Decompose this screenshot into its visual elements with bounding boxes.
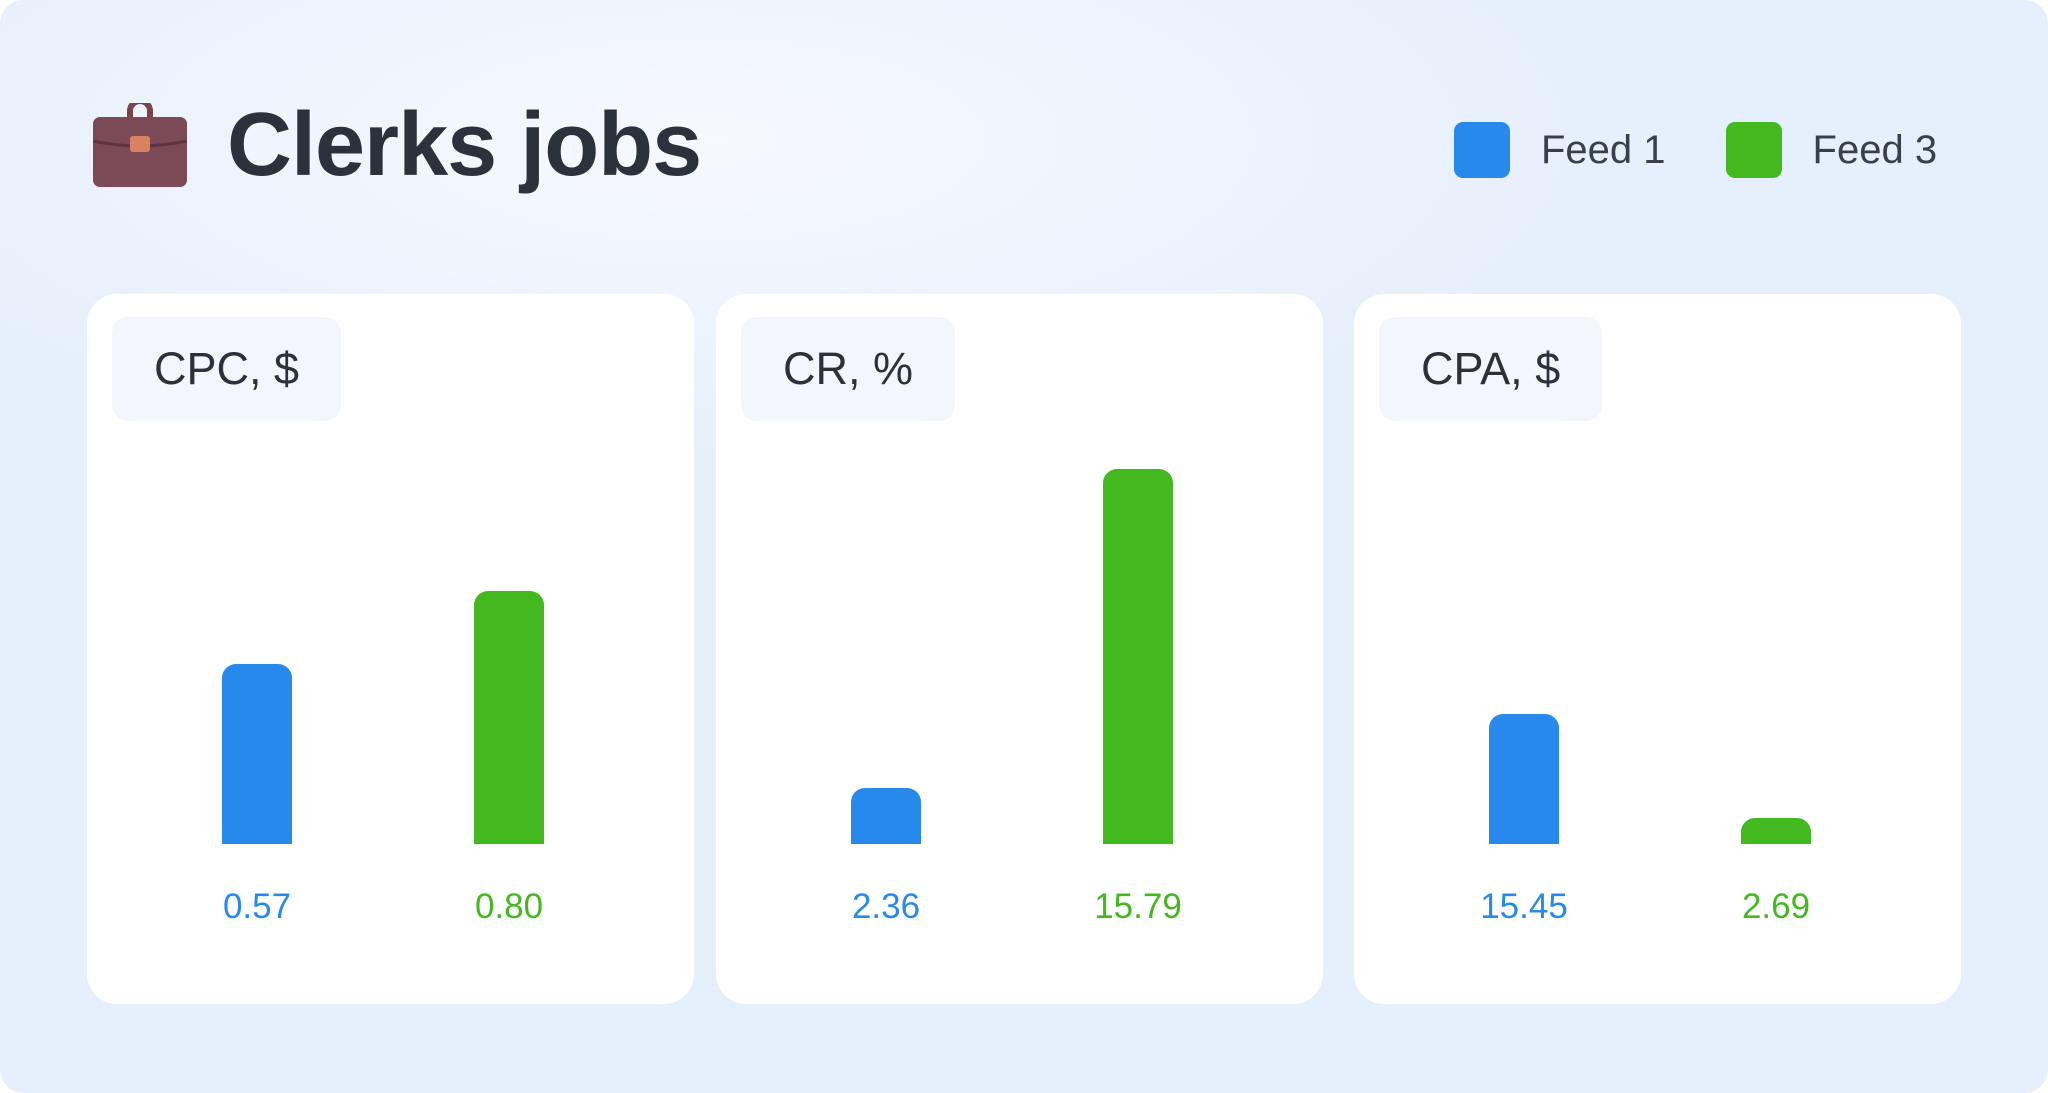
chart-card-cpa: CPA, $ 15.45 2.69 (1354, 294, 1961, 1004)
value-label: 0.57 (222, 887, 292, 926)
bar-cr-feed-3 (1103, 468, 1173, 844)
legend: Feed 1 Feed 3 (1454, 122, 1937, 178)
value-label: 15.45 (1480, 887, 1568, 926)
legend-label: Feed 3 (1812, 127, 1938, 172)
bar-cpa-feed-3 (1741, 818, 1811, 844)
value-label: 2.69 (1741, 887, 1811, 926)
chart-title: CPC, $ (112, 317, 342, 421)
chart-card-cpc: CPC, $ 0.57 0.80 (87, 294, 694, 1004)
chart-title: CPA, $ (1379, 317, 1603, 421)
legend-item-feed-3: Feed 3 (1725, 122, 1938, 178)
briefcase-icon (93, 103, 187, 187)
chart-title: CR, % (741, 317, 956, 421)
legend-swatch (1725, 122, 1782, 178)
chart-card-cr: CR, % 2.36 15.79 (716, 294, 1323, 1004)
header: Clerks jobs (93, 95, 702, 195)
bar-cr-feed-1 (851, 787, 921, 844)
value-label: 2.36 (851, 887, 921, 926)
page-title: Clerks jobs (227, 94, 702, 195)
value-label: 15.79 (1094, 887, 1182, 926)
legend-label: Feed 1 (1541, 127, 1666, 172)
bar-cpa-feed-1 (1489, 713, 1559, 844)
value-label: 0.80 (474, 887, 544, 926)
legend-item-feed-1: Feed 1 (1454, 122, 1666, 178)
bar-cpc-feed-1 (222, 663, 292, 844)
bar-cpc-feed-3 (474, 590, 544, 844)
legend-swatch (1454, 122, 1510, 178)
